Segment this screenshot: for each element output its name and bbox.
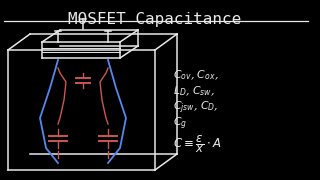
Text: $L_D$, $C_{sw}$,: $L_D$, $C_{sw}$, [173, 84, 215, 98]
Text: MOSFET Capacitance: MOSFET Capacitance [68, 12, 242, 27]
Text: $C \equiv \dfrac{\varepsilon}{x} \cdot A$: $C \equiv \dfrac{\varepsilon}{x} \cdot A… [173, 133, 222, 155]
Text: $C_{ov}$, $C_{ox}$,: $C_{ov}$, $C_{ox}$, [173, 68, 219, 82]
Text: $C_{jsw}$, $C_D$,: $C_{jsw}$, $C_D$, [173, 100, 219, 116]
Text: $C_g$: $C_g$ [173, 116, 187, 132]
